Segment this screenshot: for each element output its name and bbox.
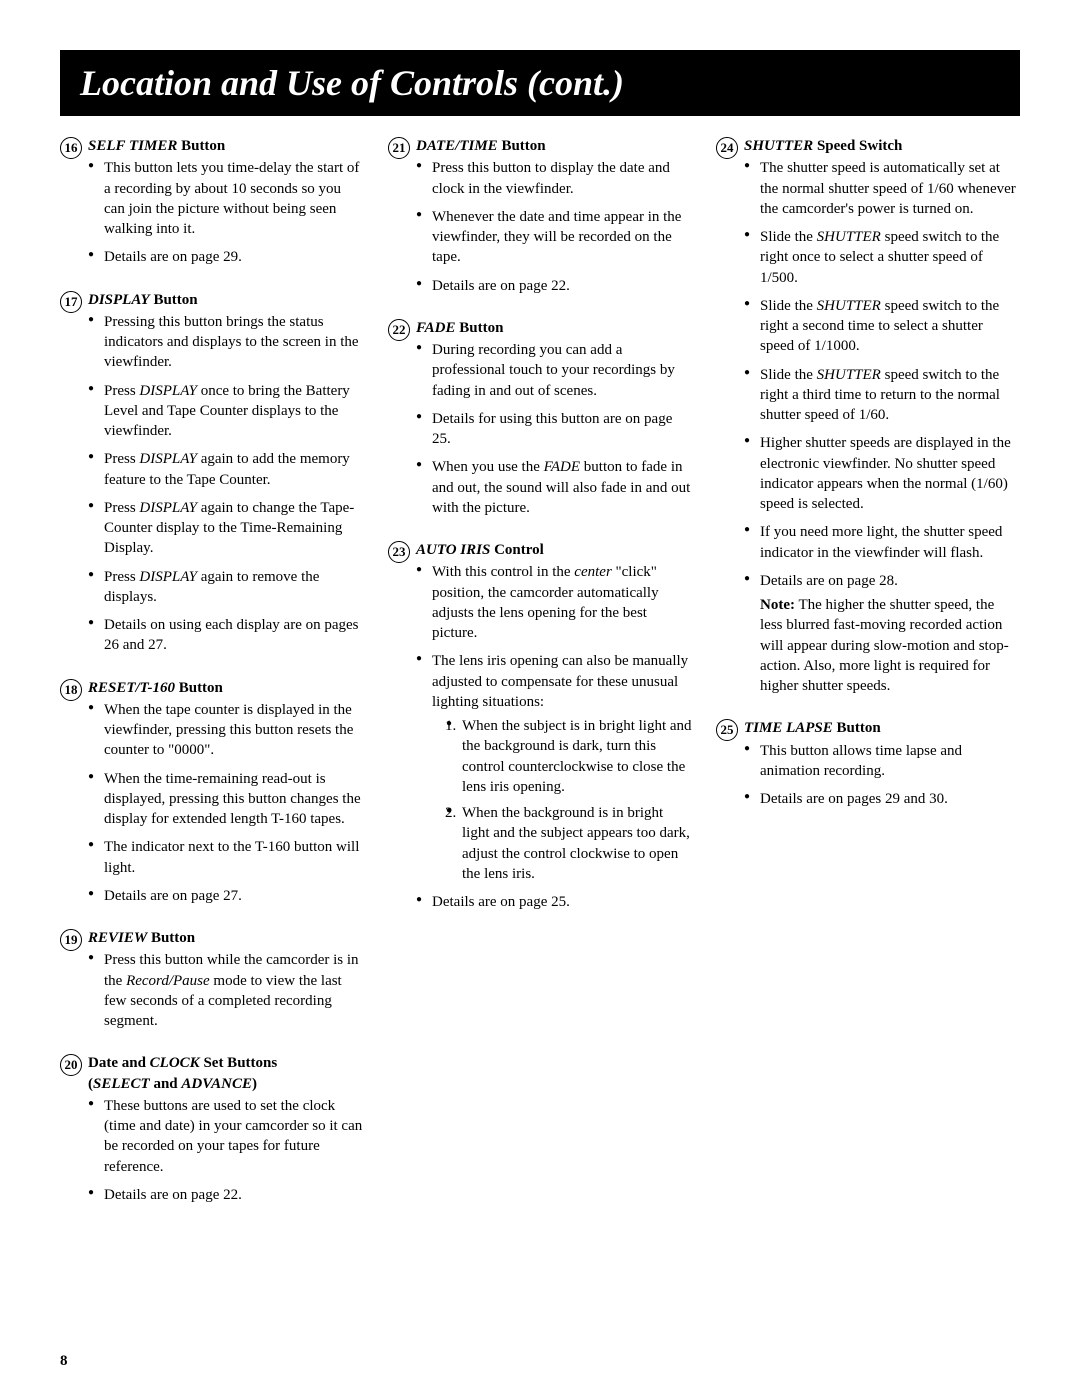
bullet-item: Whenever the date and time appear in the… [430,207,692,268]
page-header: Location and Use of Controls (cont.) [60,50,1020,116]
bullet-item: The indicator next to the T-160 button w… [102,837,364,878]
bullet-item: Press DISPLAY again to remove the displa… [102,567,364,608]
bullet-item: If you need more light, the shutter spee… [758,522,1020,563]
section-title: TIME LAPSE Button [744,718,1020,738]
page-number: 8 [60,1353,68,1370]
bullet-list: The shutter speed is automatically set a… [744,158,1020,696]
section-number: 19 [60,929,82,951]
section: 24 SHUTTER Speed SwitchThe shutter speed … [716,136,1020,704]
bullet-item: Details are on page 22. [430,276,692,296]
bullet-item: Details are on page 22. [102,1185,364,1205]
bullet-item: When you use the FADE button to fade in … [430,457,692,518]
section-title: Date and CLOCK Set Buttons(SELECT and AD… [88,1053,364,1094]
content-columns: 16 SELF TIMER ButtonThis button lets you … [60,136,1020,1227]
bullet-item: Details are on page 25. [430,892,692,912]
section-title: AUTO IRIS Control [416,540,692,560]
section-number: 25 [716,719,738,741]
bullet-list: Press this button to display the date an… [416,158,692,296]
section-body: RESET/T-160 ButtonWhen the tape counter … [88,678,364,915]
bullet-item: Details are on page 29. [102,247,364,267]
section-title: DISPLAY Button [88,290,364,310]
section-title: DATE/TIME Button [416,136,692,156]
bullet-item: Details are on pages 29 and 30. [758,789,1020,809]
section-body: DISPLAY ButtonPressing this button bring… [88,290,364,664]
section: 18 RESET/T-160 ButtonWhen the tape counte… [60,678,364,915]
section: 17 DISPLAY ButtonPressing this button bri… [60,290,364,664]
bullet-list: With this control in the center "click" … [416,562,692,912]
section-number: 17 [60,291,82,313]
bullet-item: Press DISPLAY once to bring the Battery … [102,381,364,442]
bullet-item: Details on using each display are on pag… [102,615,364,656]
bullet-item: During recording you can add a professio… [430,340,692,401]
bullet-list: Press this button while the camcorder is… [88,950,364,1031]
section: 16 SELF TIMER ButtonThis button lets you … [60,136,364,276]
section-title: SHUTTER Speed Switch [744,136,1020,156]
section-body: DATE/TIME ButtonPress this button to dis… [416,136,692,304]
bullet-item: Pressing this button brings the status i… [102,312,364,373]
section-body: Date and CLOCK Set Buttons(SELECT and AD… [88,1053,364,1213]
bullet-list: When the tape counter is displayed in th… [88,700,364,906]
bullet-item: Slide the SHUTTER speed switch to the ri… [758,227,1020,288]
section-number: 20 [60,1054,82,1076]
section-title: REVIEW Button [88,928,364,948]
bullet-item: Slide the SHUTTER speed switch to the ri… [758,365,1020,426]
section: 19 REVIEW ButtonPress this button while t… [60,928,364,1039]
bullet-item: When the tape counter is displayed in th… [102,700,364,761]
bullet-item: These buttons are used to set the clock … [102,1096,364,1177]
section: 20 Date and CLOCK Set Buttons(SELECT and … [60,1053,364,1213]
section-title: SELF TIMER Button [88,136,364,156]
section: 23 AUTO IRIS ControlWith this control in … [388,540,692,920]
section-number: 22 [388,319,410,341]
bullet-item: Press DISPLAY again to change the Tape-C… [102,498,364,559]
section-body: REVIEW ButtonPress this button while the… [88,928,364,1039]
bullet-list: This button allows time lapse and animat… [744,741,1020,810]
bullet-item: Higher shutter speeds are displayed in t… [758,433,1020,514]
bullet-item: Press this button to display the date an… [430,158,692,199]
bullet-item: Details for using this button are on pag… [430,409,692,450]
bullet-item: This button lets you time-delay the star… [102,158,364,239]
bullet-item: Press this button while the camcorder is… [102,950,364,1031]
section-body: TIME LAPSE Button This button allows time… [744,718,1020,817]
bullet-item: When the time-remaining read-out is disp… [102,769,364,830]
bullet-item: Details are on page 28.Note: The higher … [758,571,1020,697]
section-title: RESET/T-160 Button [88,678,364,698]
section-title: FADE Button [416,318,692,338]
section-number: 16 [60,137,82,159]
bullet-item: With this control in the center "click" … [430,562,692,643]
section-number: 21 [388,137,410,159]
bullet-item: Details are on page 27. [102,886,364,906]
bullet-list: Pressing this button brings the status i… [88,312,364,656]
column: 24 SHUTTER Speed SwitchThe shutter speed … [716,136,1020,1227]
section: 22 FADE ButtonDuring recording you can ad… [388,318,692,526]
bullet-list: During recording you can add a professio… [416,340,692,518]
section-number: 18 [60,679,82,701]
section-number: 23 [388,541,410,563]
section: 21 DATE/TIME ButtonPress this button to d… [388,136,692,304]
section-body: FADE ButtonDuring recording you can add … [416,318,692,526]
bullet-item: The shutter speed is automatically set a… [758,158,1020,219]
section-body: AUTO IRIS ControlWith this control in th… [416,540,692,920]
bullet-list: This button lets you time-delay the star… [88,158,364,267]
bullet-item: The lens iris opening can also be manual… [430,651,692,884]
section-body: SELF TIMER ButtonThis button lets you ti… [88,136,364,276]
section-number: 24 [716,137,738,159]
section-body: SHUTTER Speed SwitchThe shutter speed is… [744,136,1020,704]
bullet-list: These buttons are used to set the clock … [88,1096,364,1205]
bullet-item: Press DISPLAY again to add the memory fe… [102,449,364,490]
section: 25 TIME LAPSE Button This button allows ti… [716,718,1020,817]
bullet-item: Slide the SHUTTER speed switch to the ri… [758,296,1020,357]
column: 21 DATE/TIME ButtonPress this button to d… [388,136,692,1227]
bullet-item: This button allows time lapse and animat… [758,741,1020,782]
column: 16 SELF TIMER ButtonThis button lets you … [60,136,364,1227]
